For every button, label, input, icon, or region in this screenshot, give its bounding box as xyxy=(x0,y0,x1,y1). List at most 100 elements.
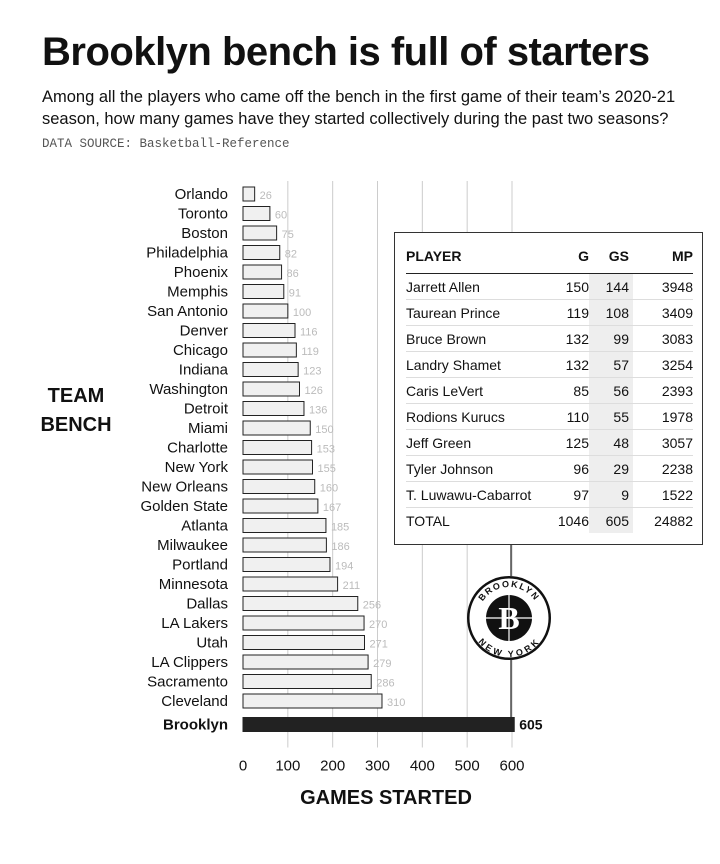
bar-boston xyxy=(242,225,278,241)
chart-subtitle: Among all the players who came off the b… xyxy=(42,88,676,128)
table-body: Jarrett Allen 150 144 3948 Taurean Prince 119… xyxy=(406,273,693,533)
header-player: PLAYER xyxy=(406,245,545,274)
value-label: 60 xyxy=(275,210,287,222)
bar-charlotte xyxy=(242,440,313,455)
value-label: 150 xyxy=(315,424,333,436)
bar-san-antonio xyxy=(242,303,289,319)
bar-new-york xyxy=(242,459,313,475)
table-row: T. Luwawu-Cabarrot 97 9 1522 xyxy=(406,481,693,508)
player-cell: TOTAL xyxy=(406,512,450,529)
bar-la-lakers xyxy=(242,615,365,631)
g-cell: 132 xyxy=(545,325,589,352)
x-tick-label: 100 xyxy=(275,758,300,775)
player-cell: Tyler Johnson xyxy=(406,455,545,482)
player-cell: Taurean Prince xyxy=(406,299,545,326)
category-label: LA Clippers xyxy=(151,654,228,671)
value-label: 91 xyxy=(289,288,301,300)
value-label: 270 xyxy=(369,619,387,631)
category-label: New York xyxy=(165,459,229,476)
category-label: Denver xyxy=(180,323,228,340)
bar-toronto xyxy=(242,206,271,221)
player-cell: Landry Shamet xyxy=(406,351,545,378)
mp-cell: 1978 xyxy=(633,403,693,430)
header-mp: MP xyxy=(633,245,693,274)
bar-atlanta xyxy=(242,518,327,533)
value-label: 286 xyxy=(376,678,394,690)
mp-cell: 3948 xyxy=(633,273,693,300)
value-label: 136 xyxy=(309,405,327,417)
g-cell: 132 xyxy=(545,351,589,378)
g-cell: 97 xyxy=(545,481,589,508)
category-label: Indiana xyxy=(179,362,229,379)
category-label: Washington xyxy=(149,381,228,398)
player-cell: Caris LeVert xyxy=(406,377,545,404)
value-label: 185 xyxy=(331,522,349,534)
bar-golden-state xyxy=(242,498,319,514)
bar-memphis xyxy=(242,284,285,299)
value-label: 26 xyxy=(260,190,272,202)
value-label: 126 xyxy=(304,385,322,397)
category-label: Milwaukee xyxy=(157,537,228,554)
table-row: Bruce Brown 132 99 3083 xyxy=(406,325,693,352)
value-label: 153 xyxy=(317,444,335,456)
gs-cell: 99 xyxy=(589,325,633,352)
value-label: 82 xyxy=(285,249,297,261)
mp-cell: 3254 xyxy=(633,351,693,378)
mp-cell: 2393 xyxy=(633,377,693,404)
g-cell: 110 xyxy=(545,403,589,430)
bar-new-orleans xyxy=(242,479,316,494)
x-tick-label: 300 xyxy=(365,758,390,775)
category-label: Golden State xyxy=(140,498,228,515)
gs-cell: 55 xyxy=(589,403,633,430)
g-cell: 119 xyxy=(545,299,589,326)
bar-minnesota xyxy=(242,576,339,592)
table-row: Landry Shamet 132 57 3254 xyxy=(406,351,693,378)
gs-cell: 57 xyxy=(589,351,633,378)
bar-denver xyxy=(242,323,296,338)
category-label: Brooklyn xyxy=(163,717,228,734)
value-label: 279 xyxy=(373,658,391,670)
value-label: 86 xyxy=(287,268,299,280)
category-label: Charlotte xyxy=(167,440,228,457)
brooklyn-nets-logo: BROOKLYN NEW YORK B xyxy=(467,576,551,660)
table-row: Tyler Johnson 96 29 2238 xyxy=(406,455,693,482)
category-label: Orlando xyxy=(175,186,228,203)
g-cell: 150 xyxy=(545,273,589,300)
bar-chicago xyxy=(242,342,297,358)
g-cell: 96 xyxy=(545,455,589,482)
table-row: Jarrett Allen 150 144 3948 xyxy=(406,273,693,300)
y-axis-label-line-2: BENCH xyxy=(40,414,112,436)
category-label: Atlanta xyxy=(181,518,228,535)
table-row: Rodions Kurucs 110 55 1978 xyxy=(406,403,693,430)
category-label: Boston xyxy=(181,225,228,242)
category-label: Chicago xyxy=(173,342,228,359)
gs-cell: 108 xyxy=(589,299,633,326)
g-cell: 125 xyxy=(545,429,589,456)
gs-cell: 48 xyxy=(589,429,633,456)
mp-cell: 2238 xyxy=(633,455,693,482)
value-label: 123 xyxy=(303,366,321,378)
mp-cell: 3409 xyxy=(633,299,693,326)
bar-portland xyxy=(242,557,331,572)
value-label: 160 xyxy=(320,483,338,495)
category-label: Cleveland xyxy=(161,693,228,710)
category-label: Sacramento xyxy=(147,674,228,691)
mp-cell: 24882 xyxy=(654,512,693,529)
category-label: Toronto xyxy=(178,206,228,223)
value-label: 116 xyxy=(300,327,318,339)
x-tick-label: 500 xyxy=(455,758,480,775)
category-label: Detroit xyxy=(184,401,229,418)
data-source: DATA SOURCE: Basketball-Reference xyxy=(42,137,290,151)
bar-phoenix xyxy=(242,264,283,280)
category-label: Portland xyxy=(172,557,228,574)
player-cell: Rodions Kurucs xyxy=(406,403,545,430)
player-cell: T. Luwawu-Cabarrot xyxy=(406,481,545,508)
bar-brooklyn xyxy=(242,717,515,732)
bar-philadelphia xyxy=(242,245,281,260)
table-row: Caris LeVert 85 56 2393 xyxy=(406,377,693,404)
player-table-box: PLAYER G GS MP Jarrett Allen 150 144 3948 Ta… xyxy=(394,232,703,545)
value-label: 167 xyxy=(323,502,341,514)
player-cell: Jarrett Allen xyxy=(406,273,545,300)
